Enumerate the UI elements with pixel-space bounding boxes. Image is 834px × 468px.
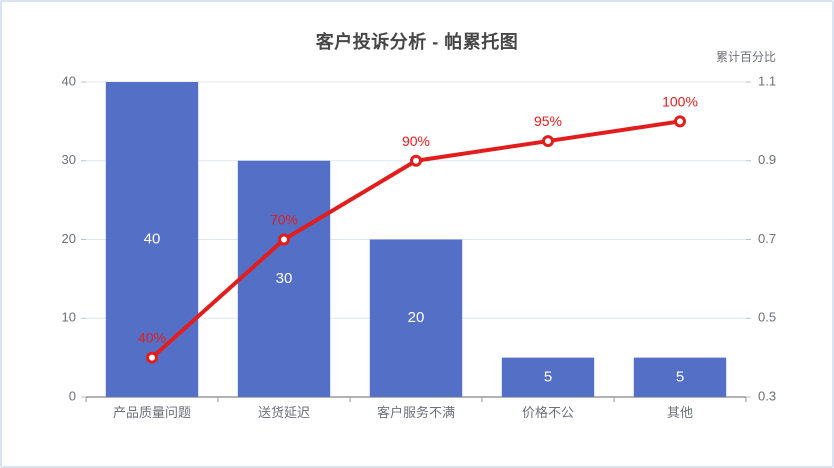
category-label: 客户服务不满 [377,405,455,420]
point-percentage-label: 70% [270,212,298,228]
left-axis-tick-label: 10 [62,310,76,325]
line-point[interactable] [410,154,422,167]
bar-value-label: 30 [276,270,293,287]
left-axis-tick-label: 40 [62,73,76,88]
line-point[interactable] [146,351,158,364]
category-label: 其他 [667,405,693,420]
right-axis-tick-label: 0.5 [758,310,776,325]
left-axis-tick-label: 0 [69,388,76,403]
line-point[interactable] [542,135,554,148]
right-axis-tick-label: 0.9 [758,152,776,167]
right-axis-tick-label: 1.1 [758,73,776,88]
bar[interactable] [237,160,331,397]
bar-value-label: 40 [144,230,161,247]
left-axis-tick-label: 30 [62,152,76,167]
bar-value-label: 5 [676,368,684,385]
right-axis-title: 累计百分比 [715,50,776,64]
left-axis-tick-label: 20 [62,231,76,246]
point-percentage-label: 90% [402,133,430,149]
right-axis-tick-label: 0.3 [758,388,776,403]
bar[interactable] [105,82,199,397]
chart-title: 客户投诉分析 - 帕累托图 [315,32,519,52]
point-percentage-label: 95% [534,113,562,129]
category-label: 产品质量问题 [113,405,191,420]
category-label: 送货延迟 [258,405,310,420]
bar-value-label: 20 [408,309,425,326]
point-percentage-label: 40% [138,330,166,346]
bar-value-label: 5 [544,368,552,385]
point-percentage-label: 100% [662,93,698,109]
category-label: 价格不公 [522,405,574,420]
right-axis-tick-label: 0.7 [758,231,776,246]
line-point[interactable] [278,233,290,246]
bar[interactable] [501,357,595,397]
bar[interactable] [633,357,727,397]
bar[interactable] [369,239,463,398]
line-point[interactable] [674,115,686,128]
